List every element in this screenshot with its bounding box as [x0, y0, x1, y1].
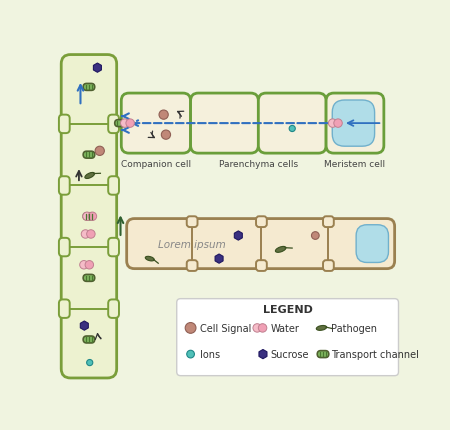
- FancyBboxPatch shape: [317, 351, 329, 358]
- FancyBboxPatch shape: [258, 94, 326, 154]
- FancyBboxPatch shape: [187, 261, 198, 271]
- FancyBboxPatch shape: [256, 261, 267, 271]
- FancyBboxPatch shape: [191, 94, 258, 154]
- FancyBboxPatch shape: [115, 120, 126, 127]
- FancyBboxPatch shape: [127, 219, 395, 269]
- Text: Lorem ipsum: Lorem ipsum: [158, 239, 226, 249]
- Text: LEGEND: LEGEND: [263, 304, 313, 314]
- Polygon shape: [94, 64, 101, 73]
- Circle shape: [80, 261, 88, 269]
- Circle shape: [311, 232, 319, 240]
- Circle shape: [328, 120, 337, 128]
- FancyBboxPatch shape: [83, 213, 94, 220]
- FancyBboxPatch shape: [108, 115, 119, 134]
- Circle shape: [162, 131, 171, 140]
- Circle shape: [121, 120, 129, 128]
- FancyBboxPatch shape: [323, 261, 334, 271]
- Ellipse shape: [316, 326, 327, 331]
- FancyBboxPatch shape: [61, 55, 117, 378]
- Circle shape: [95, 147, 104, 156]
- FancyBboxPatch shape: [59, 238, 70, 257]
- FancyBboxPatch shape: [59, 115, 70, 134]
- Circle shape: [83, 212, 91, 221]
- FancyBboxPatch shape: [256, 217, 267, 227]
- FancyBboxPatch shape: [83, 336, 94, 343]
- FancyBboxPatch shape: [59, 177, 70, 195]
- Circle shape: [126, 120, 135, 128]
- Text: Meristem cell: Meristem cell: [324, 160, 386, 169]
- Circle shape: [289, 126, 295, 132]
- Ellipse shape: [85, 173, 94, 179]
- Text: Ions: Ions: [200, 349, 220, 359]
- Text: Pathogen: Pathogen: [331, 323, 377, 333]
- Text: Transport channel: Transport channel: [331, 349, 418, 359]
- Polygon shape: [215, 255, 223, 264]
- Text: Parenchyma cells: Parenchyma cells: [219, 160, 298, 169]
- Text: Companion cell: Companion cell: [121, 160, 191, 169]
- Ellipse shape: [275, 247, 286, 253]
- Circle shape: [85, 261, 94, 269]
- Circle shape: [258, 324, 267, 332]
- FancyBboxPatch shape: [108, 300, 119, 318]
- FancyBboxPatch shape: [177, 299, 399, 376]
- Circle shape: [187, 350, 194, 358]
- Polygon shape: [80, 321, 88, 331]
- Circle shape: [185, 323, 196, 334]
- Circle shape: [159, 111, 168, 120]
- Text: Sucrose: Sucrose: [270, 349, 309, 359]
- Ellipse shape: [145, 257, 154, 261]
- Polygon shape: [259, 350, 267, 359]
- Circle shape: [334, 120, 342, 128]
- Text: Cell Signal: Cell Signal: [200, 323, 251, 333]
- FancyBboxPatch shape: [326, 94, 384, 154]
- Polygon shape: [234, 231, 243, 240]
- Circle shape: [88, 212, 97, 221]
- FancyBboxPatch shape: [83, 84, 94, 91]
- Circle shape: [81, 230, 90, 239]
- FancyBboxPatch shape: [356, 225, 388, 263]
- FancyBboxPatch shape: [108, 238, 119, 257]
- FancyBboxPatch shape: [332, 101, 374, 147]
- FancyBboxPatch shape: [83, 275, 94, 282]
- Circle shape: [253, 324, 261, 332]
- FancyBboxPatch shape: [323, 217, 334, 227]
- FancyBboxPatch shape: [187, 217, 198, 227]
- Text: Water: Water: [270, 323, 300, 333]
- FancyBboxPatch shape: [83, 152, 94, 159]
- Circle shape: [87, 230, 95, 239]
- FancyBboxPatch shape: [59, 300, 70, 318]
- FancyBboxPatch shape: [108, 177, 119, 195]
- Circle shape: [87, 359, 93, 366]
- FancyBboxPatch shape: [122, 94, 191, 154]
